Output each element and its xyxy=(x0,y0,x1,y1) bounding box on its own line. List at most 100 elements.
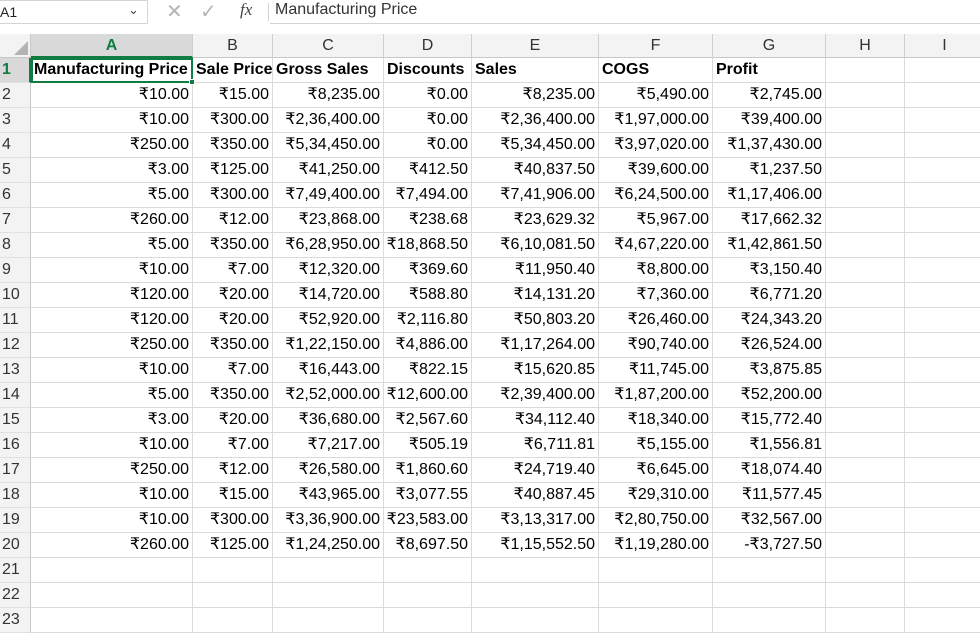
cell-e18[interactable]: ₹40,887.45 xyxy=(472,483,599,508)
cell-c22[interactable] xyxy=(273,583,384,608)
cell-i16[interactable] xyxy=(905,433,980,458)
cell-b2[interactable]: ₹15.00 xyxy=(193,83,273,108)
row-header-9[interactable]: 9 xyxy=(0,258,31,283)
cell-e20[interactable]: ₹1,15,552.50 xyxy=(472,533,599,558)
cell-c1[interactable]: Gross Sales xyxy=(273,58,384,83)
cell-g2[interactable]: ₹2,745.00 xyxy=(713,83,826,108)
cell-d14[interactable]: ₹12,600.00 xyxy=(384,383,472,408)
cell-d17[interactable]: ₹1,860.60 xyxy=(384,458,472,483)
cell-f2[interactable]: ₹5,490.00 xyxy=(599,83,713,108)
column-header-e[interactable]: E xyxy=(472,34,599,58)
cell-i3[interactable] xyxy=(905,108,980,133)
cell-e21[interactable] xyxy=(472,558,599,583)
cell-e3[interactable]: ₹2,36,400.00 xyxy=(472,108,599,133)
row-header-23[interactable]: 23 xyxy=(0,608,31,633)
cell-d23[interactable] xyxy=(384,608,472,633)
cell-g19[interactable]: ₹32,567.00 xyxy=(713,508,826,533)
cell-d22[interactable] xyxy=(384,583,472,608)
select-all-button[interactable] xyxy=(0,34,31,58)
cell-d13[interactable]: ₹822.15 xyxy=(384,358,472,383)
cell-e16[interactable]: ₹6,711.81 xyxy=(472,433,599,458)
row-header-14[interactable]: 14 xyxy=(0,383,31,408)
column-header-a[interactable]: A xyxy=(31,34,193,58)
cell-d3[interactable]: ₹0.00 xyxy=(384,108,472,133)
cell-g12[interactable]: ₹26,524.00 xyxy=(713,333,826,358)
cell-f5[interactable]: ₹39,600.00 xyxy=(599,158,713,183)
row-header-22[interactable]: 22 xyxy=(0,583,31,608)
cell-g22[interactable] xyxy=(713,583,826,608)
cell-h8[interactable] xyxy=(826,233,905,258)
cell-e4[interactable]: ₹5,34,450.00 xyxy=(472,133,599,158)
cell-f19[interactable]: ₹2,80,750.00 xyxy=(599,508,713,533)
column-header-c[interactable]: C xyxy=(273,34,384,58)
cell-f10[interactable]: ₹7,360.00 xyxy=(599,283,713,308)
cell-f4[interactable]: ₹3,97,020.00 xyxy=(599,133,713,158)
cell-b6[interactable]: ₹300.00 xyxy=(193,183,273,208)
column-header-g[interactable]: G xyxy=(713,34,826,58)
cell-g17[interactable]: ₹18,074.40 xyxy=(713,458,826,483)
cell-d1[interactable]: Discounts xyxy=(384,58,472,83)
cell-b5[interactable]: ₹125.00 xyxy=(193,158,273,183)
cell-a18[interactable]: ₹10.00 xyxy=(31,483,193,508)
cell-d4[interactable]: ₹0.00 xyxy=(384,133,472,158)
cell-d7[interactable]: ₹238.68 xyxy=(384,208,472,233)
cell-b13[interactable]: ₹7.00 xyxy=(193,358,273,383)
cell-a9[interactable]: ₹10.00 xyxy=(31,258,193,283)
cell-d8[interactable]: ₹18,868.50 xyxy=(384,233,472,258)
row-header-17[interactable]: 17 xyxy=(0,458,31,483)
cell-b17[interactable]: ₹12.00 xyxy=(193,458,273,483)
row-header-19[interactable]: 19 xyxy=(0,508,31,533)
cell-e1[interactable]: Sales xyxy=(472,58,599,83)
check-icon[interactable]: ✓ xyxy=(200,1,217,23)
cell-d10[interactable]: ₹588.80 xyxy=(384,283,472,308)
cell-c19[interactable]: ₹3,36,900.00 xyxy=(273,508,384,533)
row-header-3[interactable]: 3 xyxy=(0,108,31,133)
cell-e19[interactable]: ₹3,13,317.00 xyxy=(472,508,599,533)
cell-a4[interactable]: ₹250.00 xyxy=(31,133,193,158)
cell-g9[interactable]: ₹3,150.40 xyxy=(713,258,826,283)
cell-b12[interactable]: ₹350.00 xyxy=(193,333,273,358)
cell-i20[interactable] xyxy=(905,533,980,558)
column-header-h[interactable]: H xyxy=(826,34,905,58)
formula-input[interactable]: Manufacturing Price xyxy=(270,0,980,24)
cell-e10[interactable]: ₹14,131.20 xyxy=(472,283,599,308)
cell-a22[interactable] xyxy=(31,583,193,608)
cell-g6[interactable]: ₹1,17,406.00 xyxy=(713,183,826,208)
cell-f20[interactable]: ₹1,19,280.00 xyxy=(599,533,713,558)
cell-d11[interactable]: ₹2,116.80 xyxy=(384,308,472,333)
cell-b15[interactable]: ₹20.00 xyxy=(193,408,273,433)
cell-b8[interactable]: ₹350.00 xyxy=(193,233,273,258)
cell-f16[interactable]: ₹5,155.00 xyxy=(599,433,713,458)
cell-h12[interactable] xyxy=(826,333,905,358)
cell-f9[interactable]: ₹8,800.00 xyxy=(599,258,713,283)
cell-g15[interactable]: ₹15,772.40 xyxy=(713,408,826,433)
cell-c15[interactable]: ₹36,680.00 xyxy=(273,408,384,433)
cell-g23[interactable] xyxy=(713,608,826,633)
cell-f14[interactable]: ₹1,87,200.00 xyxy=(599,383,713,408)
cell-h18[interactable] xyxy=(826,483,905,508)
column-header-d[interactable]: D xyxy=(384,34,472,58)
cell-b11[interactable]: ₹20.00 xyxy=(193,308,273,333)
cell-e14[interactable]: ₹2,39,400.00 xyxy=(472,383,599,408)
cell-i10[interactable] xyxy=(905,283,980,308)
cell-e7[interactable]: ₹23,629.32 xyxy=(472,208,599,233)
row-header-11[interactable]: 11 xyxy=(0,308,31,333)
cell-i17[interactable] xyxy=(905,458,980,483)
cell-d9[interactable]: ₹369.60 xyxy=(384,258,472,283)
cell-h13[interactable] xyxy=(826,358,905,383)
cell-f12[interactable]: ₹90,740.00 xyxy=(599,333,713,358)
cell-g13[interactable]: ₹3,875.85 xyxy=(713,358,826,383)
cell-e12[interactable]: ₹1,17,264.00 xyxy=(472,333,599,358)
row-header-16[interactable]: 16 xyxy=(0,433,31,458)
cell-i6[interactable] xyxy=(905,183,980,208)
cell-h6[interactable] xyxy=(826,183,905,208)
cell-b20[interactable]: ₹125.00 xyxy=(193,533,273,558)
cell-e15[interactable]: ₹34,112.40 xyxy=(472,408,599,433)
cell-a23[interactable] xyxy=(31,608,193,633)
cell-d20[interactable]: ₹8,697.50 xyxy=(384,533,472,558)
row-header-15[interactable]: 15 xyxy=(0,408,31,433)
row-header-5[interactable]: 5 xyxy=(0,158,31,183)
cell-h19[interactable] xyxy=(826,508,905,533)
cell-e17[interactable]: ₹24,719.40 xyxy=(472,458,599,483)
row-header-6[interactable]: 6 xyxy=(0,183,31,208)
